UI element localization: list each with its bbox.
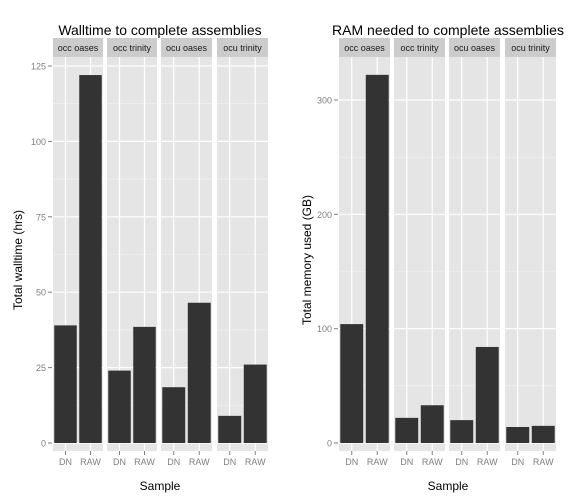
facet-panel: ocu trinity DN RAW [217,38,268,467]
facet-strip [107,38,157,57]
x-tick-label: RAW [422,457,443,467]
facet-panel: occ trinity DN RAW [107,38,157,467]
facet-strip [217,38,268,57]
x-tick-label: RAW [134,457,155,467]
facet-strip [339,38,390,57]
y-tick-label: 300 [317,96,332,106]
walltime-chart-x-axis-label: Sample [140,479,181,493]
x-tick-label: DN [167,457,180,467]
x-tick-label: RAW [80,457,101,467]
x-tick-label: DN [511,457,524,467]
bar-dn [450,420,474,443]
ram-chart-x-axis-label: Sample [428,479,469,493]
x-tick-label: DN [113,457,126,467]
facet-strip-label: occ oases [58,43,99,53]
bar-dn [54,325,77,443]
facet-strip-label: ocu oases [454,43,496,53]
walltime-chart-y-axis: 0 25 50 75 100 125 [31,62,52,449]
facet-strip [449,38,500,57]
ram-chart-panels: occ oases DN RAW occ trinity DN RAW ocu oases D… [339,38,556,467]
bar-dn [218,415,242,443]
y-tick-label: 125 [31,62,46,72]
ram-chart-title: RAM needed to complete assemblies [332,22,564,38]
facet-strip [161,38,212,57]
facet-strip-label: occ trinity [113,43,152,53]
panel-background [394,57,445,451]
y-tick-label: 75 [36,212,46,222]
bar-raw [133,326,156,443]
bar-raw [243,364,267,443]
y-tick-label: 25 [36,363,46,373]
x-tick-label: RAW [477,457,498,467]
x-tick-label: DN [223,457,236,467]
panel-background [505,57,556,451]
ram-chart: RAM needed to complete assemblies Total … [300,22,564,493]
bar-dn [506,426,530,443]
x-tick-label: DN [400,457,413,467]
facet-panel: occ trinity DN RAW [394,38,445,467]
bar-raw [365,74,389,443]
ram-chart-y-axis-label: Total memory used (GB) [300,195,314,325]
x-tick-label: RAW [367,457,388,467]
facet-panel: ocu trinity DN RAW [505,38,556,467]
bar-dn [395,417,419,443]
facet-strip-label: occ trinity [400,43,439,53]
bar-raw [475,346,499,443]
y-tick-label: 0 [41,439,46,449]
bar-dn [108,370,131,443]
facet-panel: ocu oases DN RAW [161,38,212,467]
facet-panel: occ oases DN RAW [53,38,103,467]
facet-panel: ocu oases DN RAW [449,38,500,467]
facet-panel: occ oases DN RAW [339,38,390,467]
y-tick-label: 100 [31,137,46,147]
facet-strip [505,38,556,57]
facet-strip-label: occ oases [344,43,385,53]
bar-dn [162,387,186,443]
bar-dn [340,324,364,443]
bar-raw [187,302,211,443]
facet-strip-label: ocu trinity [511,43,550,53]
x-tick-label: RAW [533,457,554,467]
y-tick-label: 200 [317,210,332,220]
bar-raw [531,425,555,443]
x-tick-label: RAW [189,457,210,467]
facet-strip-label: ocu oases [166,43,208,53]
facet-strip-label: ocu trinity [223,43,262,53]
y-tick-label: 0 [327,439,332,449]
x-tick-label: DN [455,457,468,467]
y-tick-label: 100 [317,324,332,334]
walltime-chart-y-axis-label: Total walltime (hrs) [11,210,25,310]
facet-strip [394,38,445,57]
facet-strip [53,38,103,57]
y-tick-label: 50 [36,288,46,298]
x-tick-label: DN [59,457,72,467]
x-tick-label: DN [345,457,358,467]
walltime-chart: Walltime to complete assemblies Total wa… [11,22,268,493]
bar-raw [79,75,102,443]
ram-chart-y-axis: 0 100 200 300 [317,96,338,449]
x-tick-label: RAW [245,457,266,467]
walltime-chart-panels: occ oases DN RAW occ trinity DN RAW ocu oases D… [53,38,268,467]
walltime-chart-title: Walltime to complete assemblies [58,22,261,38]
bar-raw [420,405,444,443]
